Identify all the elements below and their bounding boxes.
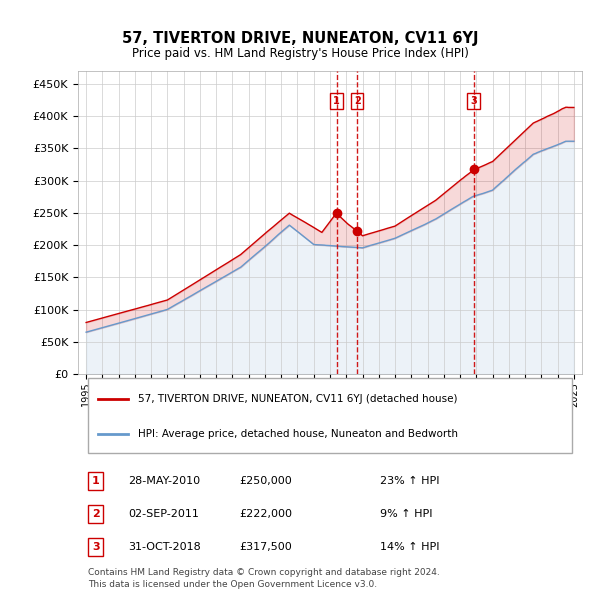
Text: Price paid vs. HM Land Registry's House Price Index (HPI): Price paid vs. HM Land Registry's House … (131, 47, 469, 60)
Text: 2: 2 (354, 96, 361, 106)
Text: 28-MAY-2010: 28-MAY-2010 (128, 476, 200, 486)
FancyBboxPatch shape (88, 378, 572, 453)
Text: This data is licensed under the Open Government Licence v3.0.: This data is licensed under the Open Gov… (88, 580, 377, 589)
Text: 3: 3 (470, 96, 477, 106)
Text: 02-SEP-2011: 02-SEP-2011 (128, 509, 199, 519)
Text: 1: 1 (333, 96, 340, 106)
Text: 57, TIVERTON DRIVE, NUNEATON, CV11 6YJ: 57, TIVERTON DRIVE, NUNEATON, CV11 6YJ (122, 31, 478, 46)
Text: 14% ↑ HPI: 14% ↑ HPI (380, 542, 440, 552)
Text: Contains HM Land Registry data © Crown copyright and database right 2024.: Contains HM Land Registry data © Crown c… (88, 568, 440, 576)
Text: 3: 3 (92, 542, 100, 552)
Text: HPI: Average price, detached house, Nuneaton and Bedworth: HPI: Average price, detached house, Nune… (139, 429, 458, 439)
Text: 1: 1 (92, 476, 100, 486)
Text: 31-OCT-2018: 31-OCT-2018 (128, 542, 201, 552)
Text: 9% ↑ HPI: 9% ↑ HPI (380, 509, 433, 519)
Text: £222,000: £222,000 (239, 509, 292, 519)
Text: 23% ↑ HPI: 23% ↑ HPI (380, 476, 440, 486)
Text: £317,500: £317,500 (239, 542, 292, 552)
Text: 2: 2 (92, 509, 100, 519)
Text: £250,000: £250,000 (239, 476, 292, 486)
Text: 57, TIVERTON DRIVE, NUNEATON, CV11 6YJ (detached house): 57, TIVERTON DRIVE, NUNEATON, CV11 6YJ (… (139, 394, 458, 404)
